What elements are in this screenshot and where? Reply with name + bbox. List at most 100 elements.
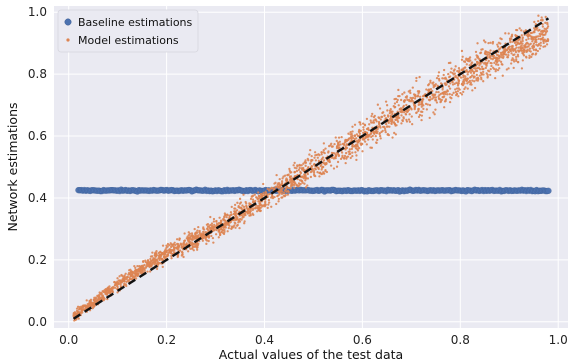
- model-point: [252, 213, 255, 217]
- model-point: [530, 35, 533, 38]
- model-point: [505, 68, 508, 71]
- model-point: [508, 48, 511, 51]
- x-tick-label: 1.0: [549, 333, 568, 347]
- model-point: [148, 270, 152, 273]
- model-point: [351, 130, 354, 133]
- model-point: [357, 147, 361, 150]
- model-point: [136, 273, 140, 277]
- model-point: [462, 90, 465, 94]
- model-point: [454, 88, 457, 91]
- model-point: [355, 154, 358, 157]
- model-point: [157, 251, 160, 255]
- model-point: [212, 217, 216, 221]
- model-point: [408, 120, 412, 123]
- model-point: [167, 251, 170, 254]
- model-point: [475, 73, 478, 77]
- model-point: [306, 184, 309, 187]
- model-point: [204, 238, 208, 241]
- model-point: [437, 97, 441, 100]
- model-point: [234, 218, 238, 222]
- model-point: [463, 87, 466, 91]
- model-point: [518, 27, 521, 30]
- model-point: [410, 115, 413, 118]
- model-point: [155, 249, 158, 253]
- model-point: [89, 299, 92, 302]
- model-point: [72, 314, 75, 317]
- model-point: [321, 166, 324, 169]
- model-point: [515, 55, 518, 59]
- model-point: [251, 208, 254, 212]
- model-point: [328, 144, 331, 148]
- model-point: [87, 303, 91, 306]
- model-point: [77, 317, 80, 320]
- model-point: [131, 271, 134, 274]
- model-point: [432, 95, 435, 98]
- model-point: [205, 223, 209, 226]
- model-point: [507, 54, 510, 57]
- model-point: [136, 265, 139, 268]
- model-point: [191, 244, 194, 247]
- model-point: [169, 251, 172, 255]
- model-point: [285, 177, 288, 180]
- model-point: [104, 292, 107, 296]
- model-point: [223, 219, 226, 222]
- model-point: [428, 99, 431, 102]
- model-point: [457, 95, 460, 98]
- model-point: [197, 234, 200, 237]
- model-point: [202, 226, 205, 229]
- model-point: [466, 73, 469, 76]
- y-tick-label: 0.0: [28, 315, 47, 329]
- model-point: [214, 233, 218, 236]
- model-point: [238, 197, 242, 200]
- model-point: [421, 98, 425, 101]
- model-point: [351, 154, 354, 158]
- model-point: [275, 202, 278, 206]
- model-point: [320, 153, 323, 156]
- model-point: [496, 45, 500, 48]
- model-point: [454, 90, 458, 94]
- model-point: [540, 29, 544, 33]
- model-point: [161, 265, 164, 269]
- model-point: [249, 197, 253, 200]
- model-point: [392, 121, 396, 124]
- model-point: [225, 215, 228, 219]
- model-point: [278, 184, 281, 187]
- model-point: [420, 114, 424, 117]
- model-point: [127, 271, 131, 275]
- model-point: [257, 209, 261, 212]
- model-point: [446, 93, 449, 96]
- model-point: [434, 99, 438, 102]
- model-point: [266, 206, 269, 210]
- model-point: [386, 133, 389, 136]
- model-point: [380, 115, 384, 119]
- model-point: [434, 96, 438, 99]
- baseline-series: [75, 186, 552, 195]
- model-point: [207, 239, 210, 243]
- model-point: [488, 70, 491, 73]
- model-point: [437, 71, 441, 74]
- model-point: [126, 275, 129, 279]
- model-point: [330, 142, 333, 145]
- model-point: [320, 168, 323, 171]
- model-point: [350, 147, 354, 151]
- y-tick-label: 0.6: [28, 129, 47, 143]
- model-point: [210, 222, 214, 225]
- model-point: [469, 59, 472, 62]
- model-point: [474, 50, 478, 54]
- x-tick-label: 0.4: [255, 333, 274, 347]
- model-point: [118, 279, 121, 283]
- model-point: [118, 275, 121, 278]
- model-point: [499, 51, 503, 55]
- model-point: [274, 181, 277, 184]
- model-point: [529, 50, 532, 53]
- model-point: [270, 205, 273, 208]
- model-point: [181, 251, 184, 254]
- model-point: [100, 297, 103, 300]
- model-point: [180, 243, 183, 246]
- model-point: [498, 59, 501, 62]
- model-point: [499, 37, 502, 40]
- model-point: [480, 65, 484, 68]
- model-point: [528, 47, 532, 50]
- model-point: [471, 70, 474, 73]
- model-point: [337, 136, 341, 139]
